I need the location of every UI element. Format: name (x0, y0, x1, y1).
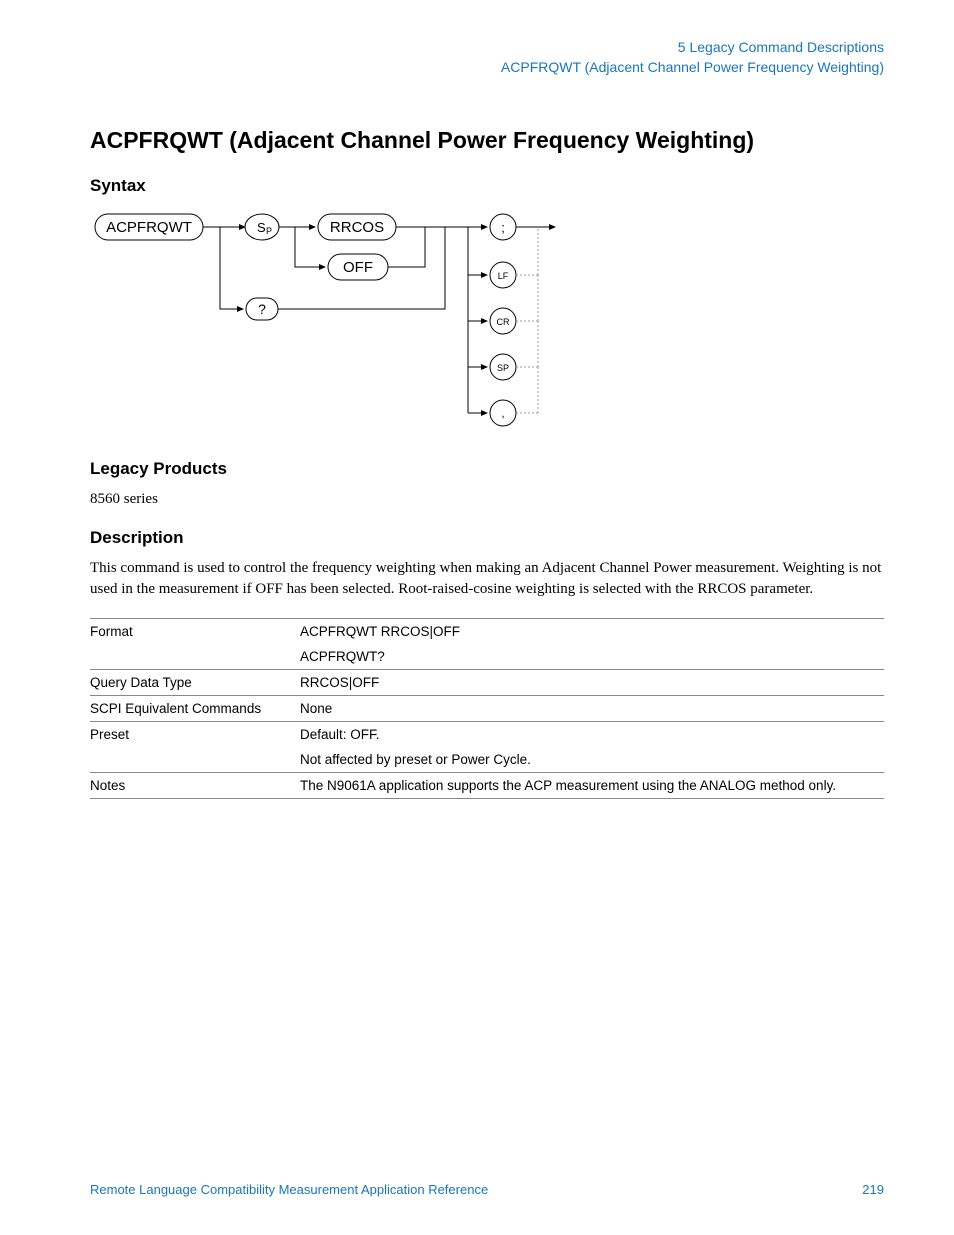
diagram-sp-node: S (257, 220, 266, 235)
diagram-semi-node: ; (501, 220, 505, 235)
table-label (90, 644, 300, 670)
header-section: ACPFRQWT (Adjacent Channel Power Frequen… (90, 58, 884, 78)
table-value: Not affected by preset or Power Cycle. (300, 747, 884, 773)
diagram-query-node: ? (258, 301, 266, 317)
page-title: ACPFRQWT (Adjacent Channel Power Frequen… (90, 127, 884, 154)
table-row: NotesThe N9061A application supports the… (90, 773, 884, 799)
table-label: SCPI Equivalent Commands (90, 696, 300, 722)
table-label: Notes (90, 773, 300, 799)
syntax-diagram: ACPFRQWT S P RRCOS OFF ? (90, 206, 884, 441)
table-row: ACPFRQWT? (90, 644, 884, 670)
diagram-sp-sub: P (266, 226, 272, 236)
footer-right: 219 (862, 1182, 884, 1197)
table-label: Format (90, 619, 300, 645)
table-label: Preset (90, 722, 300, 748)
description-body: This command is used to control the freq… (90, 558, 884, 600)
page-header: 5 Legacy Command Descriptions ACPFRQWT (… (90, 38, 884, 77)
table-value: ACPFRQWT? (300, 644, 884, 670)
legacy-products-heading: Legacy Products (90, 459, 884, 479)
table-row: Not affected by preset or Power Cycle. (90, 747, 884, 773)
page-footer: Remote Language Compatibility Measuremen… (90, 1182, 884, 1197)
info-table: FormatACPFRQWT RRCOS|OFFACPFRQWT?Query D… (90, 618, 884, 798)
table-value: ACPFRQWT RRCOS|OFF (300, 619, 884, 645)
diagram-comma-node: , (501, 408, 504, 420)
diagram-lf-node: LF (498, 271, 509, 281)
diagram-off-node: OFF (343, 259, 373, 276)
diagram-spc-node: SP (497, 363, 509, 373)
table-value: The N9061A application supports the ACP … (300, 773, 884, 799)
diagram-cmd-node: ACPFRQWT (106, 219, 192, 236)
footer-left: Remote Language Compatibility Measuremen… (90, 1182, 488, 1197)
description-heading: Description (90, 528, 884, 548)
table-row: FormatACPFRQWT RRCOS|OFF (90, 619, 884, 645)
table-row: Query Data TypeRRCOS|OFF (90, 670, 884, 696)
syntax-heading: Syntax (90, 176, 884, 196)
table-value: None (300, 696, 884, 722)
diagram-rrcos-node: RRCOS (330, 219, 384, 236)
table-value: Default: OFF. (300, 722, 884, 748)
table-label: Query Data Type (90, 670, 300, 696)
table-row: PresetDefault: OFF. (90, 722, 884, 748)
table-row: SCPI Equivalent CommandsNone (90, 696, 884, 722)
table-value: RRCOS|OFF (300, 670, 884, 696)
legacy-products-body: 8560 series (90, 489, 884, 510)
diagram-cr-node: CR (497, 317, 510, 327)
header-chapter: 5 Legacy Command Descriptions (90, 38, 884, 58)
table-label (90, 747, 300, 773)
